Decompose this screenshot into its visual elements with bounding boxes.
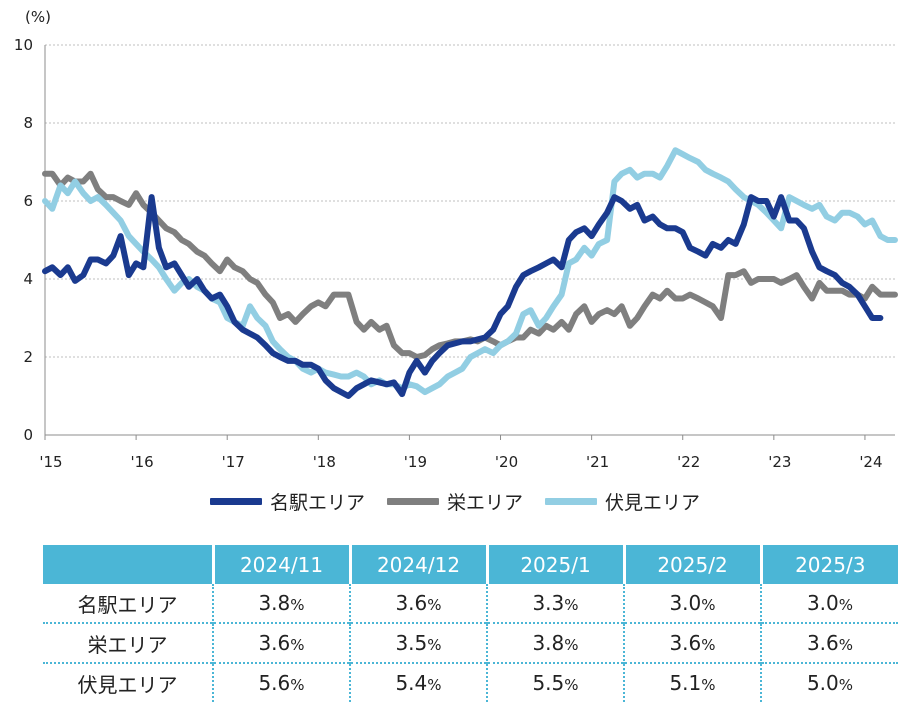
table-cell: 3.0% xyxy=(623,584,761,623)
x-tick-label: '20 xyxy=(495,453,518,471)
table-corner-cell xyxy=(43,545,213,584)
table-cell: 3.6% xyxy=(760,622,898,663)
y-tick-label: 4 xyxy=(23,270,33,288)
series-line-fushimi xyxy=(42,147,898,396)
table-header-row: 2024/11 2024/12 2025/1 2025/2 2025/3 xyxy=(43,545,898,584)
vacancy-rate-table: 2024/11 2024/12 2025/1 2025/2 2025/3 名駅エ… xyxy=(43,545,898,702)
legend-label-meieki: 名駅エリア xyxy=(270,492,366,514)
legend-item-fushimi: 伏見エリア xyxy=(545,488,700,515)
table-header-cell: 2025/1 xyxy=(485,545,624,584)
table-cell: 3.0% xyxy=(760,584,898,623)
table-cell: 5.6% xyxy=(212,662,350,702)
table-row-label: 伏見エリア xyxy=(43,662,213,702)
table-row: 名駅エリア 3.8% 3.6% 3.3% 3.0% 3.0% xyxy=(43,584,898,623)
y-tick-label: 2 xyxy=(23,348,33,366)
legend-swatch-meieki xyxy=(210,498,262,505)
legend: 名駅エリア 栄エリア 伏見エリア xyxy=(210,488,722,515)
y-unit-label: (%) xyxy=(25,8,51,26)
x-tick-label: '17 xyxy=(222,453,245,471)
table-cell: 5.1% xyxy=(623,662,761,702)
table-row: 伏見エリア 5.6% 5.4% 5.5% 5.1% 5.0% xyxy=(43,662,898,702)
table-cell: 3.3% xyxy=(486,584,624,623)
table-header-cell: 2025/3 xyxy=(759,545,898,584)
x-tick-label: '16 xyxy=(130,453,153,471)
series-layer xyxy=(42,147,898,399)
table-cell: 5.0% xyxy=(760,662,898,702)
x-tick-label: '18 xyxy=(313,453,336,471)
line-chart: 0 2 4 6 8 10 (%) '15 '16 '17 '18 '19 '20 '21 '22 '23 '24 xyxy=(14,8,898,471)
legend-swatch-sakae xyxy=(387,498,440,505)
x-tick-label: '19 xyxy=(404,453,427,471)
table-row: 栄エリア 3.6% 3.5% 3.8% 3.6% 3.6% xyxy=(43,622,898,663)
table-cell: 3.5% xyxy=(349,622,487,663)
x-tick-label: '15 xyxy=(39,453,62,471)
table-cell: 3.6% xyxy=(212,622,350,663)
series-line-meieki xyxy=(42,194,884,399)
axis-layer: 0 2 4 6 8 10 (%) '15 '16 '17 '18 '19 '20 '21 '22 '23 '24 xyxy=(14,8,895,471)
y-tick-label: 8 xyxy=(23,114,33,132)
table-cell: 3.8% xyxy=(212,584,350,623)
legend-swatch-fushimi xyxy=(545,498,598,505)
y-tick-label: 6 xyxy=(23,192,33,210)
x-tick-label: '21 xyxy=(586,453,609,471)
legend-label-sakae: 栄エリア xyxy=(447,492,524,514)
table-row-label: 名駅エリア xyxy=(77,592,178,617)
table-cell: 5.4% xyxy=(349,662,487,702)
x-tick-label: '24 xyxy=(859,453,882,471)
table-header-cell: 2024/11 xyxy=(211,545,350,584)
table-header-cell: 2024/12 xyxy=(348,545,487,584)
table-header-cell: 2025/2 xyxy=(622,545,761,584)
x-tick-label: '22 xyxy=(677,453,700,471)
legend-item-meieki: 名駅エリア xyxy=(210,488,365,515)
table-cell: 3.6% xyxy=(349,584,487,623)
y-tick-label: 10 xyxy=(14,36,33,54)
table-cell: 5.5% xyxy=(486,662,624,702)
legend-label-fushimi: 伏見エリア xyxy=(605,492,701,514)
x-tick-label: '23 xyxy=(768,453,791,471)
table-row-label: 栄エリア xyxy=(43,622,213,663)
legend-item-sakae: 栄エリア xyxy=(387,488,523,515)
y-tick-label: 0 xyxy=(23,426,33,444)
table-cell: 3.8% xyxy=(486,622,624,663)
table-cell: 3.6% xyxy=(623,622,761,663)
